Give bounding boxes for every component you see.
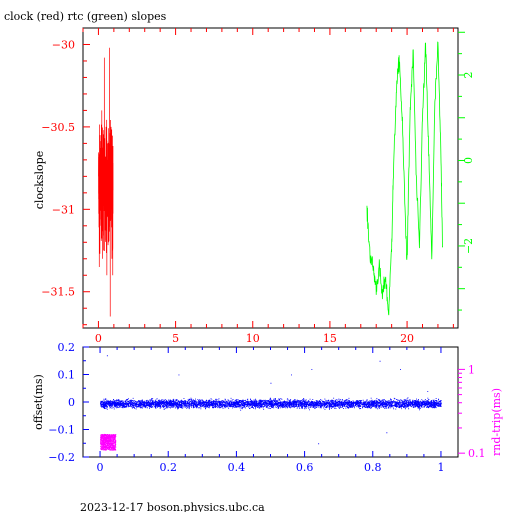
bottom-y-tick-label: 0 (68, 396, 75, 409)
top-y-tick-label: −30.5 (41, 121, 75, 134)
top-x-tick-label: 20 (400, 332, 414, 345)
bottom-plot-series (100, 355, 442, 451)
bottom-y2-tick-label: 1 (468, 363, 475, 376)
bottom-x-tick-label: 0 (97, 461, 104, 474)
top-plot-frame (82, 27, 459, 329)
top-y2-tick-label: −2 (462, 238, 475, 254)
bottom-y2-tick-label: 0.1 (468, 447, 486, 460)
top-y-axis-label: clockslope (33, 151, 46, 209)
bottom-plot-ticks: 0 0.2 0.4 0.6 0.8 1 0.2 0.1 0 −0.1 −0.2 1 0.1 (48, 341, 485, 474)
top-y2-tick-label: 0 (462, 157, 475, 164)
bottom-x-tick-label: 1 (437, 461, 444, 474)
top-y-tick-label: −31 (52, 203, 75, 216)
bottom-y2-axis-label: rnd-trip(ms) (490, 388, 503, 456)
top-plot-ticks: 0 5 10 15 20−30−30.5−31−31.520−2 (41, 28, 475, 345)
top-y2-tick-label: 2 (462, 72, 475, 79)
bottom-y-axis-label: offset(ms) (32, 374, 45, 430)
bottom-y-tick-label: 0.2 (58, 341, 76, 354)
top-x-tick-label: 5 (172, 332, 179, 345)
bottom-x-tick-label: 0.4 (228, 461, 246, 474)
bottom-y-tick-label: 0.1 (58, 369, 76, 382)
top-plot-series (98, 41, 443, 317)
red-clock-slope-line (98, 47, 114, 317)
bottom-x-tick-label: 0.6 (296, 461, 314, 474)
chart-title: clock (red) rtc (green) slopes (4, 10, 167, 23)
magenta-round-trip-points (100, 433, 117, 451)
bottom-x-tick-label: 0.2 (159, 461, 177, 474)
blue-offset-points (100, 355, 442, 445)
top-y-tick-label: −30 (52, 38, 75, 51)
green-rtc-slope-line (366, 41, 443, 316)
top-x-tick-label: 15 (323, 332, 337, 345)
bottom-y-tick-label: −0.2 (48, 451, 75, 464)
top-x-tick-label: 0 (95, 332, 102, 345)
bottom-y-tick-label: −0.1 (48, 424, 75, 437)
bottom-x-tick-label: 0.8 (364, 461, 382, 474)
top-x-tick-label: 10 (246, 332, 260, 345)
top-y-tick-label: −31.5 (41, 286, 75, 299)
footer-text: 2023-12-17 boson.physics.ubc.ca (80, 501, 265, 512)
